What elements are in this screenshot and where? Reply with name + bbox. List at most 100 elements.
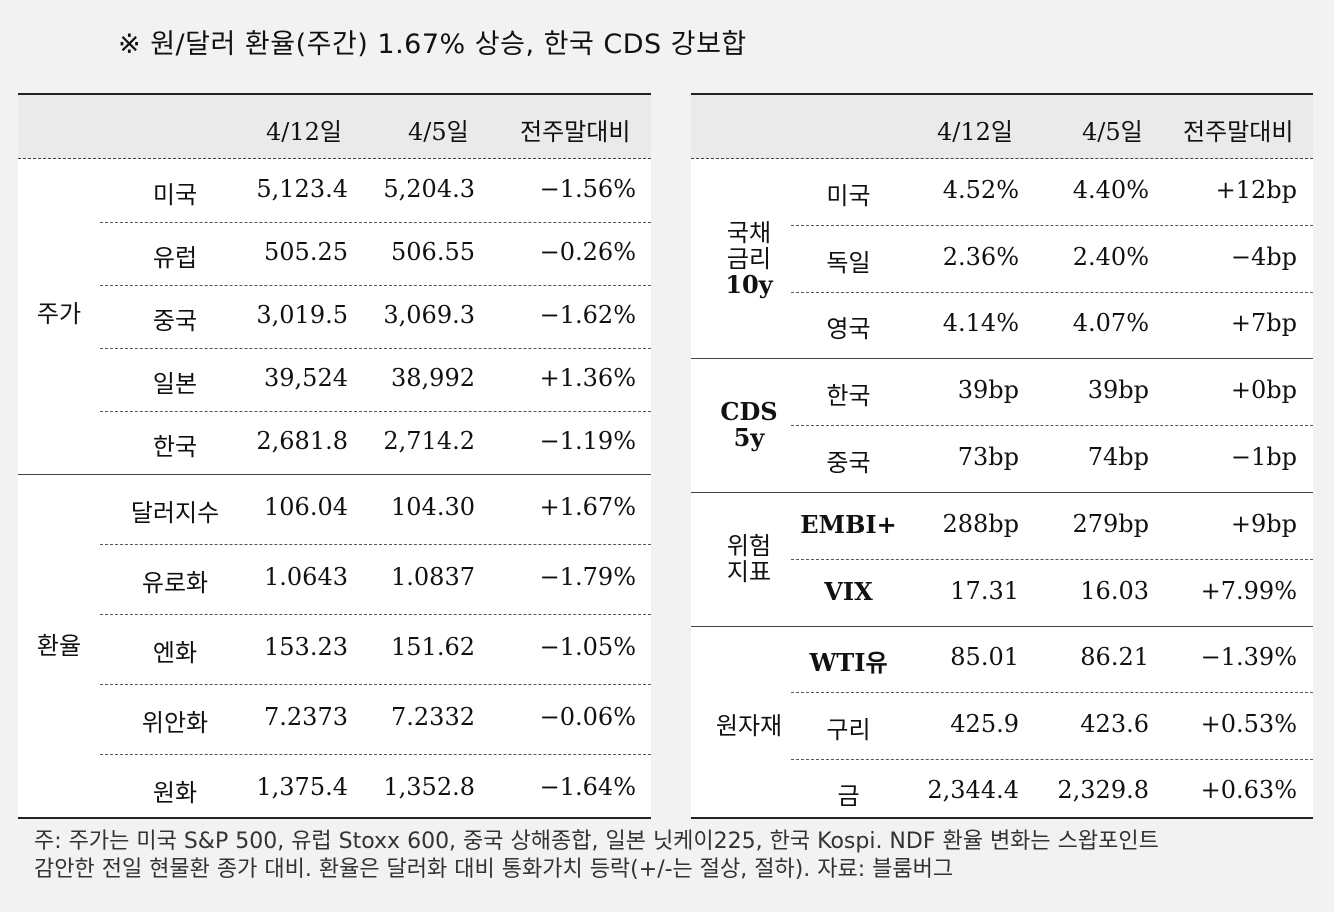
page-title: ※ 원/달러 환율(주간) 1.67% 상승, 한국 CDS 강보합 (118, 29, 747, 60)
value-previous: 1,352.8 (383, 773, 475, 801)
value-current: 425.9 (950, 710, 1019, 738)
group-label: CDS 5y (699, 399, 799, 451)
value-current: 3,019.5 (256, 301, 348, 329)
row-label: WTI유 (809, 648, 888, 677)
row-label: 유로화 (141, 569, 209, 597)
value-change: +0bp (1230, 376, 1297, 404)
row-divider (791, 292, 1313, 293)
header-date-1: 4/12일 (266, 118, 342, 146)
value-change: +7.99% (1200, 577, 1297, 605)
value-change: −1.56% (539, 175, 636, 203)
value-change: +9bp (1230, 510, 1297, 538)
value-change: +12bp (1215, 176, 1297, 204)
value-change: −1.79% (539, 563, 636, 591)
value-current: 2.36% (942, 243, 1019, 271)
value-previous: 39bp (1087, 376, 1149, 404)
value-current: 4.52% (942, 176, 1019, 204)
value-current: 288bp (942, 510, 1019, 538)
row-label: 달러지수 (130, 499, 220, 527)
value-previous: 3,069.3 (383, 301, 475, 329)
row-label: 중국 (152, 307, 198, 335)
value-current: 106.04 (264, 493, 348, 521)
table-header: 4/12일 4/5일 전주말대비 (691, 95, 1313, 159)
value-previous: 74bp (1087, 443, 1149, 471)
group-label: 환율 (36, 632, 82, 660)
value-change: −1.39% (1200, 643, 1297, 671)
group-label-line: 지표 (726, 558, 772, 586)
value-current: 1,375.4 (256, 773, 348, 801)
row-label: VIX (824, 577, 873, 606)
value-previous: 86.21 (1080, 643, 1149, 671)
row-divider (100, 348, 651, 349)
group-label: 주가 (36, 299, 82, 328)
footnote: 주: 주가는 미국 S&P 500, 유럽 Stoxx 600, 중국 상해종합… (34, 828, 1304, 884)
value-previous: 2.40% (1072, 243, 1149, 271)
value-current: 153.23 (264, 633, 348, 661)
row-label: 한국 (826, 382, 871, 410)
value-previous: 279bp (1072, 510, 1149, 538)
value-change: +0.63% (1200, 776, 1297, 804)
group-label: 국채 금리 10y (699, 220, 799, 298)
value-current: 39,524 (264, 364, 348, 392)
value-change: +7bp (1230, 309, 1297, 337)
group-divider (691, 492, 1313, 493)
row-label: 중국 (826, 449, 871, 477)
group-divider (691, 358, 1313, 359)
value-change: +0.53% (1200, 710, 1297, 738)
row-divider (791, 759, 1313, 760)
row-divider (100, 614, 651, 615)
row-label: 금 (837, 782, 860, 810)
value-change: −1.64% (539, 773, 636, 801)
value-previous: 104.30 (391, 493, 475, 521)
value-current: 39bp (957, 376, 1019, 404)
value-previous: 4.07% (1072, 309, 1149, 337)
value-current: 2,681.8 (256, 427, 348, 455)
row-label: 엔화 (152, 639, 198, 667)
value-change: −1bp (1230, 443, 1297, 471)
footnote-line-2: 감안한 전일 현물환 종가 대비. 환율은 달러화 대비 통화가치 등락(+/-… (34, 857, 954, 882)
header-change: 전주말대비 (1183, 118, 1294, 146)
value-change: −1.05% (539, 633, 636, 661)
row-label: 미국 (826, 182, 871, 210)
value-previous: 2,329.8 (1057, 776, 1149, 804)
header-change: 전주말대비 (520, 118, 631, 146)
group-label-line: CDS (720, 397, 778, 426)
value-previous: 506.55 (391, 238, 475, 266)
value-current: 17.31 (950, 577, 1019, 605)
row-divider (100, 411, 651, 412)
group-label-line: 원자재 (715, 711, 783, 740)
row-label: 위안화 (141, 709, 209, 737)
row-divider (100, 285, 651, 286)
group-label-line: 국채 (726, 218, 772, 247)
value-change: −0.06% (539, 703, 636, 731)
group-label-line: 위험 (726, 532, 772, 560)
row-divider (791, 225, 1313, 226)
value-previous: 7.2332 (391, 703, 475, 731)
market-table-left: 4/12일 4/5일 전주말대비 미국 5,123.4 5,204.3 −1.56% 유… (18, 93, 651, 819)
row-label: 일본 (152, 370, 198, 398)
row-label: EMBI+ (800, 510, 897, 539)
group-label: 위험 지표 (699, 533, 799, 585)
group-divider (18, 474, 651, 475)
value-change: −1.62% (539, 301, 636, 329)
value-previous: 4.40% (1072, 176, 1149, 204)
row-label: 유럽 (152, 244, 198, 272)
value-current: 85.01 (950, 643, 1019, 671)
value-previous: 38,992 (391, 364, 475, 392)
value-current: 4.14% (942, 309, 1019, 337)
row-divider (791, 692, 1313, 693)
value-previous: 423.6 (1080, 710, 1149, 738)
row-label: 한국 (152, 433, 198, 461)
row-divider (791, 559, 1313, 560)
value-previous: 2,714.2 (383, 427, 475, 455)
value-change: −0.26% (539, 238, 636, 266)
row-label: 영국 (826, 315, 871, 343)
row-label: 원화 (152, 779, 198, 807)
row-label: 구리 (826, 716, 871, 744)
group-label-line: 10y (725, 269, 773, 299)
table-header: 4/12일 4/5일 전주말대비 (18, 95, 651, 159)
value-previous: 16.03 (1080, 577, 1149, 605)
group-divider (691, 626, 1313, 627)
value-current: 505.25 (264, 238, 348, 266)
header-date-1: 4/12일 (937, 118, 1013, 146)
